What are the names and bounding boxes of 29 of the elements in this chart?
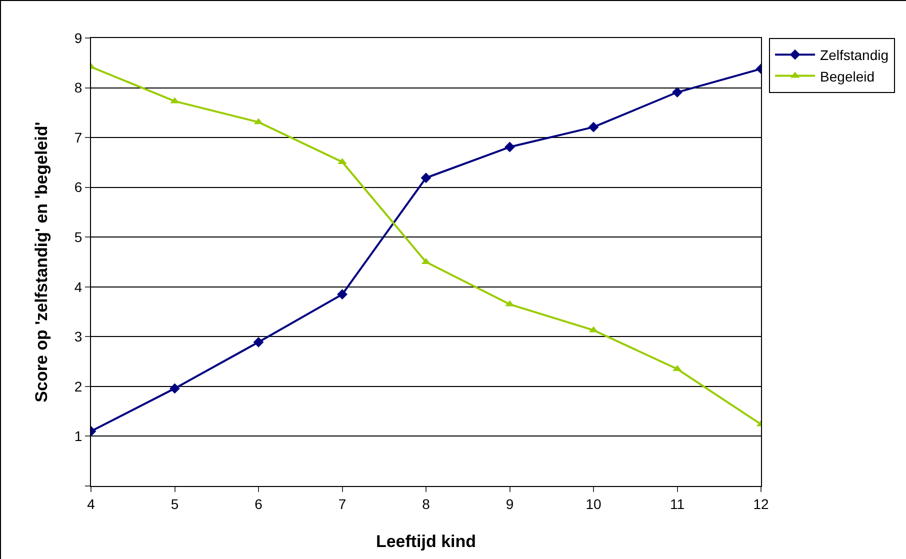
point [170,383,180,394]
x-tick-label: 10 [586,496,602,512]
point [420,172,432,184]
x-tick-label: 12 [753,496,769,512]
y-tick-label: 3 [74,328,82,345]
point [337,289,348,300]
y-tick-label: 7 [74,129,82,146]
x-tick-label: 7 [338,496,346,512]
point [672,87,682,98]
point [253,336,264,348]
point [504,142,515,152]
point [588,122,599,132]
y-tick-label: 5 [74,229,82,246]
y-tick-label: 2 [74,378,82,394]
x-tick-label: 11 [670,496,685,512]
y-axis-title: Score op 'zelfstandig' en 'begeleid' [32,122,51,402]
y-tick-label: 9 [74,30,82,46]
legend-label: Begeleid [820,68,875,84]
x-tick-label: 8 [422,496,430,512]
x-tick-label: 4 [87,496,96,512]
x-tick-label: 5 [170,496,179,512]
legend-label: Zelfstandig [820,47,889,64]
y-tick-label: 6 [74,179,82,196]
y-tick-label: 4 [74,278,82,295]
y-tick-label: 8 [74,80,82,96]
x-tick-label: 6 [254,496,263,512]
y-tick-label: 1 [74,428,82,444]
x-axis-title: Leeftijd kind [376,532,476,551]
x-tick-label: 9 [506,496,514,512]
